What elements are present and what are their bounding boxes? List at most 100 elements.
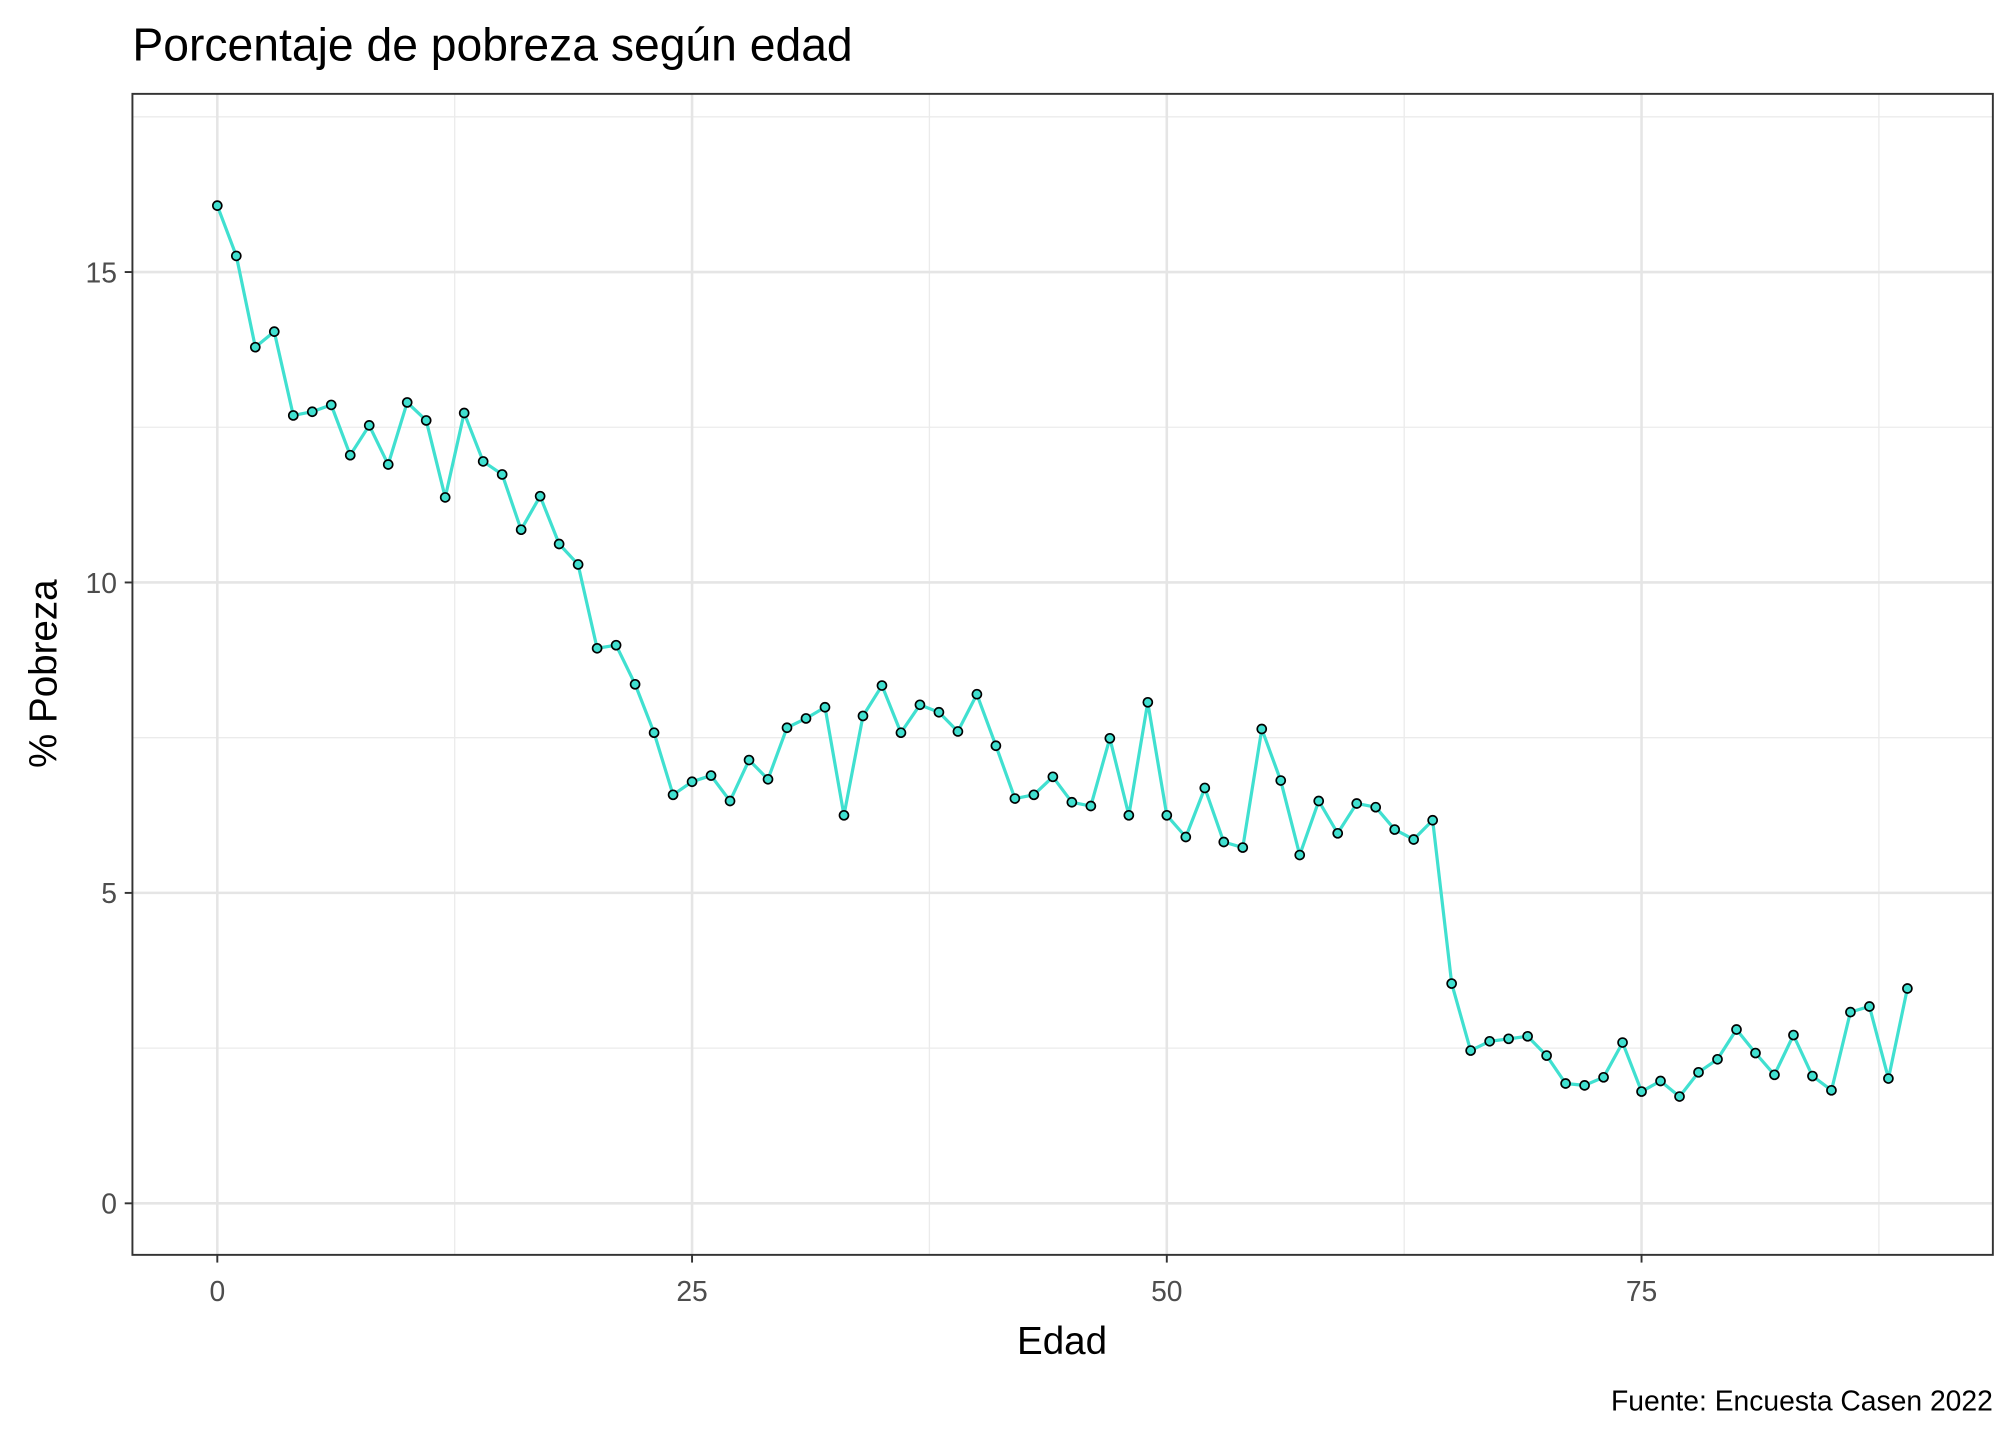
data-point [553,538,565,550]
data-point [1579,1080,1590,1091]
plot-background [132,93,1993,1255]
data-point [249,341,261,353]
data-point [1465,1045,1476,1056]
data-point [1009,793,1021,804]
data-point [819,701,831,713]
data-point [629,678,641,690]
x-axis-label: Edad [1017,1320,1107,1363]
y-tick-label: 15 [86,256,117,288]
data-point [1788,1029,1799,1041]
data-point [1047,771,1059,783]
data-point [1389,824,1401,835]
data-point [1332,827,1344,839]
y-axis-label: % Pobreza [23,579,66,768]
data-point [800,713,812,724]
data-point [1446,978,1457,989]
data-point [1256,723,1268,735]
data-point [439,492,451,503]
data-point [1218,836,1230,848]
data-point [344,449,356,461]
data-point [1636,1086,1647,1097]
data-point [401,397,413,408]
data-point [306,406,318,418]
grid-minor [132,93,1993,1255]
data-point [1199,782,1211,794]
data-point [1864,1001,1875,1012]
data-point [1826,1084,1837,1096]
data-point [325,399,337,411]
series-points [211,200,1913,1102]
data-point [610,639,622,651]
data-point [1750,1047,1761,1059]
x-tick-label: 50 [1151,1275,1182,1307]
data-point [1560,1078,1571,1089]
data-point [724,795,736,807]
data-point [1769,1069,1780,1081]
data-point [857,710,869,722]
data-point [1693,1066,1704,1078]
data-point [1066,796,1078,808]
chart-title: Porcentaje de pobreza según edad [132,18,852,70]
data-point [1237,842,1249,853]
y-tick-label: 5 [101,877,117,909]
x-axis: 0 25 50 75 [209,1254,1657,1307]
data-point [952,726,964,737]
caption: Fuente: Encuesta Casen 2022 [1611,1384,1993,1416]
data-point [230,250,242,262]
data-point [382,459,394,470]
data-point [1484,1035,1495,1047]
y-tick-label: 10 [86,567,117,599]
data-point [1902,983,1913,994]
data-point [990,740,1002,752]
data-point [705,770,717,781]
data-point [477,456,489,467]
data-point [1085,800,1097,812]
data-point [743,754,755,766]
x-tick-label: 25 [676,1275,707,1307]
data-point [781,722,793,734]
data-point [1674,1091,1685,1102]
data-point [1104,732,1116,744]
data-point [515,524,527,536]
data-point [876,680,888,691]
data-point [1522,1030,1533,1042]
data-point [1351,798,1363,809]
plot-border [131,92,1994,1256]
data-point [971,688,983,700]
data-point [933,706,945,718]
x-tick-label: 75 [1626,1275,1657,1307]
data-point [1731,1024,1742,1035]
y-tick-label: 0 [101,1188,117,1220]
data-point [1275,775,1287,786]
x-tick-label: 0 [209,1275,225,1307]
data-point [1503,1033,1514,1045]
data-point [1408,834,1420,845]
data-point [534,490,546,502]
data-point [363,420,375,431]
data-point [1427,814,1438,826]
data-point [1161,809,1173,821]
data-point [572,559,584,570]
data-point [211,200,223,211]
data-point [458,407,470,419]
data-point [1712,1053,1723,1065]
data-point [648,727,660,739]
data-point [420,415,432,426]
data-point [1807,1070,1818,1082]
data-point [287,410,299,421]
data-point [1845,1006,1856,1018]
data-point [895,727,907,739]
data-point [1883,1073,1894,1084]
data-point [1617,1037,1628,1048]
data-point [1142,696,1154,708]
data-point [1123,809,1135,821]
data-point [268,326,280,337]
data-point [496,469,508,480]
data-point [914,699,926,711]
data-point [838,809,850,821]
data-point [762,773,774,785]
data-point [1541,1050,1552,1061]
data-point [1313,795,1325,807]
data-point [1598,1071,1609,1083]
